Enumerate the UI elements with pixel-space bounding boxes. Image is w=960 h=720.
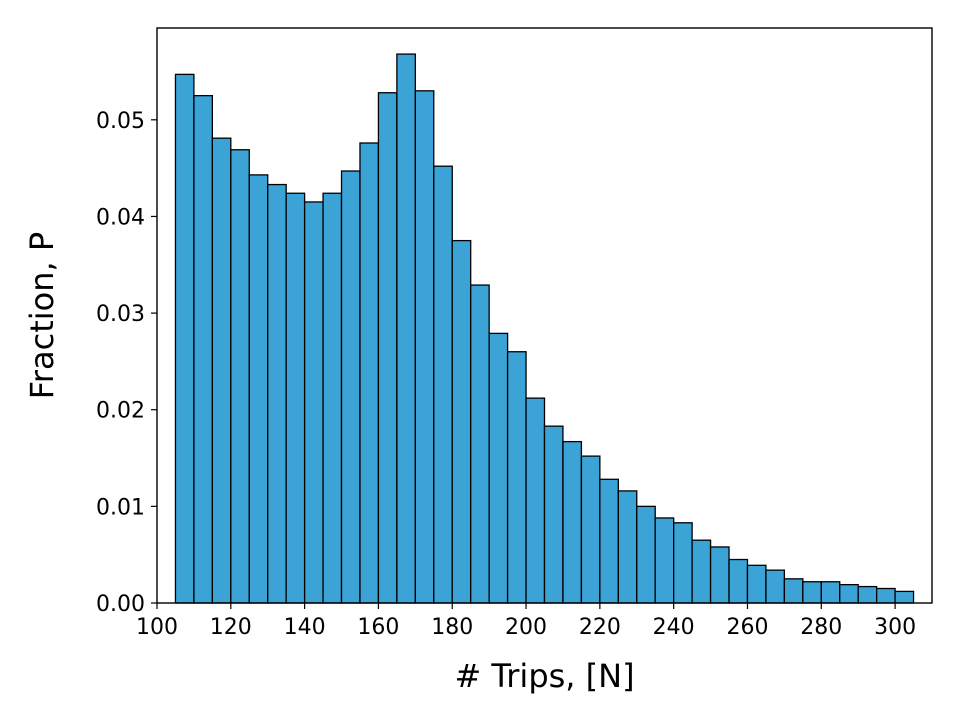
histogram-bar (488, 332, 509, 604)
histogram-bar (248, 174, 269, 604)
y-axis-label: Fraction, P (23, 232, 61, 399)
histogram-bar (377, 92, 398, 604)
y-tick-label: 0.05 (96, 109, 145, 134)
histogram-bar (193, 94, 214, 604)
plot-area-frame (156, 27, 933, 604)
histogram-bar (691, 539, 712, 604)
histogram-bar (839, 583, 859, 604)
histogram-bar (673, 522, 693, 604)
histogram-bar (303, 201, 324, 604)
x-tick-label: 280 (800, 615, 842, 640)
y-tick-label: 0.04 (96, 205, 145, 230)
histogram-bar (746, 564, 767, 604)
histogram-bar (802, 581, 822, 604)
histogram-bar (230, 149, 250, 604)
x-axis-label: # Trips, [N] (454, 657, 634, 695)
histogram-bar (580, 455, 601, 604)
histogram-bar (543, 425, 564, 604)
histogram-bar (820, 581, 841, 604)
histogram-bar (174, 73, 195, 604)
histogram-bar (211, 137, 232, 604)
histogram-bar (396, 53, 416, 604)
y-tick-label: 0.02 (96, 399, 145, 424)
histogram-bar (857, 585, 878, 604)
x-tick-label: 180 (431, 615, 473, 640)
x-tick-label: 240 (653, 615, 695, 640)
x-axis-ticks: 100 120 140 160 180 200 220 240 260 280 300 (136, 603, 916, 640)
histogram-bar (636, 505, 656, 604)
x-tick-label: 160 (357, 615, 399, 640)
histogram-bar (340, 170, 361, 604)
histogram-bar (654, 517, 675, 604)
histogram-bar (765, 569, 786, 604)
y-axis-ticks: 0.00 0.01 0.02 0.03 0.04 0.05 (96, 109, 157, 617)
y-tick-label: 0.01 (96, 495, 145, 520)
x-tick-label: 100 (136, 615, 178, 640)
histogram-bar (525, 397, 546, 604)
histogram-bar (322, 192, 343, 604)
x-tick-label: 260 (726, 615, 768, 640)
histogram-bar (617, 490, 638, 604)
x-tick-label: 220 (579, 615, 621, 640)
bars-group (174, 53, 915, 604)
histogram-bar (783, 578, 804, 604)
histogram-bar (875, 587, 896, 604)
histogram-bar (599, 478, 619, 604)
histogram-bar (506, 351, 527, 604)
x-tick-label: 300 (874, 615, 916, 640)
histogram-bar (728, 558, 749, 604)
x-tick-label: 120 (210, 615, 252, 640)
x-tick-label: 200 (505, 615, 547, 640)
histogram-bar (267, 183, 287, 604)
histogram-bar (894, 590, 915, 604)
histogram-bar (709, 546, 730, 604)
histogram-bar (451, 239, 472, 604)
y-tick-label: 0.00 (96, 592, 145, 617)
histogram-bar (562, 440, 583, 604)
y-tick-label: 0.03 (96, 302, 145, 327)
x-tick-label: 140 (284, 615, 326, 640)
histogram-bar (433, 165, 453, 604)
histogram-bar (359, 142, 380, 604)
histogram-bar (414, 90, 435, 604)
histogram-bar (285, 192, 306, 604)
histogram-bar (470, 284, 490, 604)
